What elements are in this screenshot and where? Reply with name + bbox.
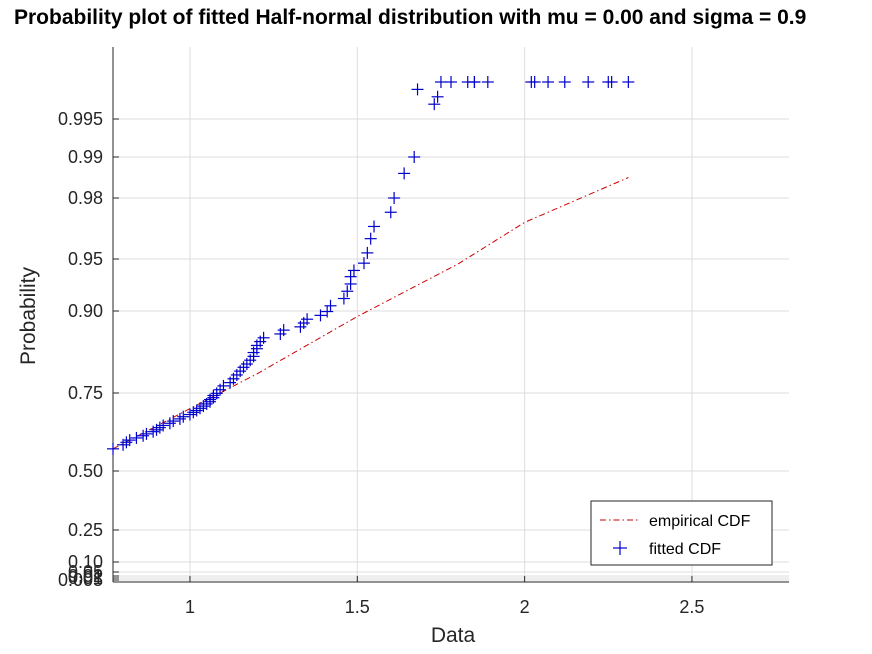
fitted-cdf-point (163, 417, 176, 430)
fitted-cdf-point (384, 206, 397, 219)
legend-fitted-label: fitted CDF (649, 541, 721, 558)
y-tick-label: 0.25 (68, 520, 103, 540)
fitted-cdf-point (117, 438, 130, 451)
fitted-cdf-point (153, 421, 166, 434)
legend-empirical-label: empirical CDF (649, 513, 751, 530)
y-tick-label: 0.01 (68, 568, 103, 588)
y-tick-label: 0.98 (68, 188, 103, 208)
fitted-cdf-point (445, 76, 457, 88)
fitted-cdf-point (107, 442, 119, 455)
fitted-cdf-point (314, 309, 327, 322)
y-tick-label: 0.99 (68, 147, 103, 167)
fitted-cdf-point (605, 76, 618, 88)
grid-lines (113, 47, 789, 582)
fitted-cdf-point (194, 402, 207, 415)
fitted-cdf-point (207, 389, 220, 402)
fitted-cdf-point (173, 412, 186, 425)
fitted-cdf-point (123, 434, 136, 447)
fitted-cdf-point (434, 76, 447, 88)
fitted-cdf-point (150, 423, 163, 436)
fitted-cdf-point (187, 406, 200, 419)
fitted-cdf-point (558, 76, 571, 88)
fitted-cdf-point (197, 400, 210, 413)
fitted-cdf-point (582, 76, 595, 88)
chart-title: Probability plot of fitted Half-normal d… (14, 6, 806, 29)
data-series (107, 76, 635, 455)
fitted-cdf-point (130, 431, 143, 444)
fitted-cdf-point (120, 436, 133, 449)
y-tick-label: 0.50 (68, 461, 103, 481)
fitted-cdf-point (277, 324, 290, 337)
fitted-cdf-point (217, 379, 230, 392)
y-tick-label: 0.75 (68, 383, 103, 403)
fitted-cdf-point (368, 220, 381, 233)
fitted-cdf-point (147, 425, 160, 438)
fitted-cdf-point (324, 299, 337, 312)
y-tick-label: 0.995 (58, 109, 103, 129)
fitted-cdf-point (361, 246, 374, 259)
fitted-cdf-point (321, 305, 334, 318)
fitted-cdf-point (137, 429, 150, 442)
fitted-cdf-point (528, 76, 541, 88)
fitted-cdf-point (157, 419, 170, 432)
y-tick-label: 0.90 (68, 301, 103, 321)
fitted-cdf-point (622, 76, 635, 88)
fitted-cdf-point (190, 404, 203, 417)
x-tick-label: 2 (520, 597, 530, 617)
fitted-cdf-point (411, 83, 424, 96)
fitted-cdf-point (237, 361, 250, 374)
y-tick-label: 0.10 (68, 552, 103, 572)
x-tick-label: 1 (185, 597, 195, 617)
fitted-cdf-point (257, 331, 270, 344)
legend-box (590, 500, 773, 566)
x-tick-label: 1.5 (345, 597, 370, 617)
fitted-cdf-point (357, 257, 370, 270)
fitted-cdf-point (388, 192, 401, 204)
fitted-cdf-point (301, 313, 314, 326)
x-tick-label: 2.5 (679, 597, 704, 617)
fitted-cdf-point (428, 98, 441, 111)
fitted-cdf-point (468, 76, 481, 88)
fitted-cdf-point (431, 90, 444, 103)
fitted-cdf-point (481, 76, 494, 88)
fitted-cdf-point (341, 285, 354, 298)
fitted-cdf-point (183, 408, 196, 421)
y-tick-label: 0.95 (68, 249, 103, 269)
y-tick-label: 0.02 (68, 566, 103, 586)
fitted-cdf-point (542, 76, 555, 88)
fitted-cdf-point (177, 410, 190, 423)
y-tick-label: 0.005 (58, 570, 103, 590)
fitted-cdf-point (140, 427, 153, 440)
fitted-cdf-point (337, 292, 350, 305)
legend-fitted-swatch (613, 541, 627, 555)
fitted-cdf-point (364, 232, 377, 245)
plot-area (113, 47, 789, 582)
fitted-cdf-point (408, 151, 421, 163)
fitted-cdf-point (167, 415, 180, 428)
y-axis-label: Probability (17, 266, 40, 365)
fitted-cdf-point (344, 270, 357, 283)
fitted-cdf-point (347, 264, 360, 277)
x-axis-label: Data (431, 624, 476, 647)
fitted-cdf-point (398, 167, 411, 180)
y-tick-label: 0.05 (68, 562, 103, 582)
legend: empirical CDF fitted CDF (590, 500, 773, 566)
